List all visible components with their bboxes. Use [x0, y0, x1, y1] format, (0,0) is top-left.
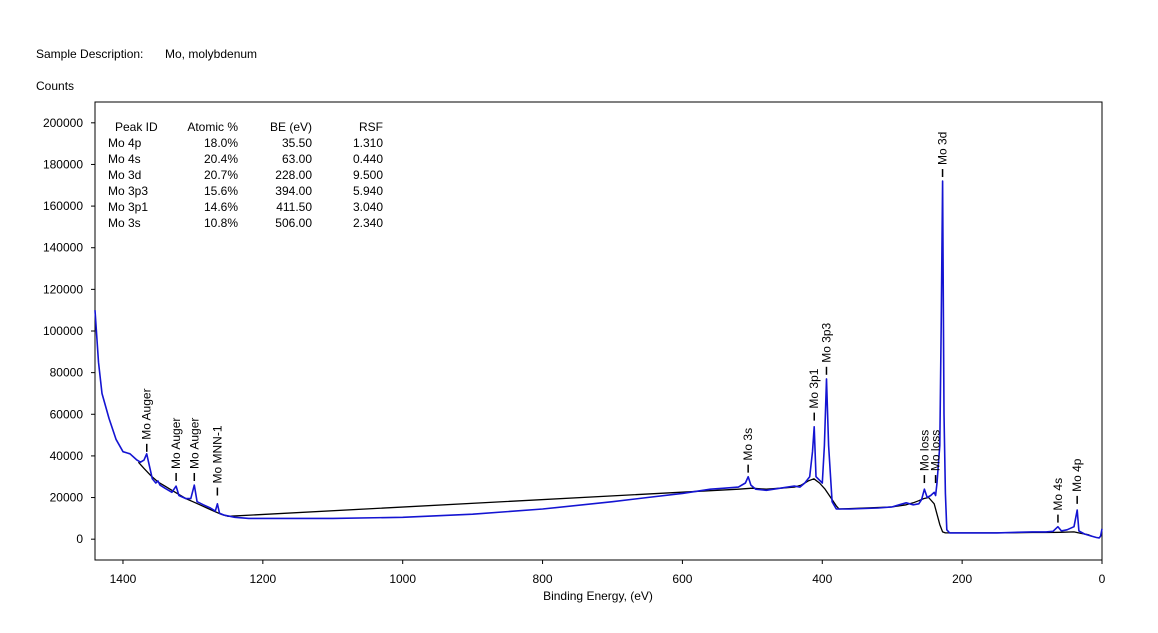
- table-header: Atomic %: [187, 120, 238, 134]
- y-tick-label: 160000: [43, 199, 83, 213]
- y-tick-label: 140000: [43, 241, 83, 255]
- peak-label: Mo Auger: [140, 388, 154, 439]
- table-cell: 10.8%: [204, 216, 238, 230]
- x-tick-label: 200: [952, 572, 972, 586]
- series-layer: [94, 180, 1103, 539]
- table-cell: 18.0%: [204, 136, 238, 150]
- table-cell: 20.7%: [204, 168, 238, 182]
- x-tick-label: 800: [533, 572, 553, 586]
- peak-table: Peak ID Atomic % BE (eV) RSF Mo 4p 18.0% 35.50…: [108, 120, 383, 230]
- spectrum-line: [94, 180, 1103, 539]
- y-axis-title: Counts: [36, 79, 75, 93]
- x-axis-title: Binding Energy, (eV): [543, 589, 653, 603]
- table-cell: 0.440: [353, 152, 383, 166]
- table-cell: Mo 3p3: [108, 184, 148, 198]
- y-tick-label: 20000: [50, 491, 84, 505]
- x-tick-label: 600: [672, 572, 692, 586]
- table-cell: 15.6%: [204, 184, 238, 198]
- table-cell: Mo 3d: [108, 168, 141, 182]
- peak-label: Mo loss: [917, 430, 931, 471]
- y-tick-label: 120000: [43, 282, 83, 296]
- table-cell: 9.500: [353, 168, 383, 182]
- table-cell: 14.6%: [204, 200, 238, 214]
- table-cell: 35.50: [282, 136, 312, 150]
- table-cell: 3.040: [353, 200, 383, 214]
- table-header: RSF: [359, 120, 383, 134]
- y-tick-label: 60000: [50, 407, 84, 421]
- table-cell: 1.310: [353, 136, 383, 150]
- peak-label: Mo 4s: [1051, 478, 1065, 511]
- x-tick-label: 1400: [110, 572, 137, 586]
- background-line: [137, 461, 1092, 537]
- y-tick-label: 0: [76, 532, 83, 546]
- table-header: Peak ID: [115, 120, 158, 134]
- y-tick-label: 200000: [43, 116, 83, 130]
- y-axis: 0 20000 40000 60000 80000 100000 120000 140000 1…: [43, 116, 95, 546]
- sample-description-label: Sample Description:: [36, 47, 144, 61]
- table-cell: Mo 3s: [108, 216, 141, 230]
- table-cell: Mo 3p1: [108, 200, 148, 214]
- x-tick-label: 1000: [389, 572, 416, 586]
- x-axis: 1400 1200 1000 800 600 400 200 0: [110, 560, 1106, 586]
- y-tick-label: 40000: [50, 449, 84, 463]
- peak-label: Mo loss: [929, 430, 943, 471]
- table-header: BE (eV): [270, 120, 312, 134]
- peak-label: Mo 4p: [1070, 458, 1084, 492]
- plot-frame: [94, 101, 1103, 561]
- peak-label: Mo Auger: [187, 418, 201, 469]
- x-tick-label: 0: [1099, 572, 1106, 586]
- peak-label: Mo MNN-1: [210, 425, 224, 483]
- table-cell: 2.340: [353, 216, 383, 230]
- peak-label: Mo 3p3: [820, 322, 834, 362]
- table-cell: 5.940: [353, 184, 383, 198]
- y-tick-label: 100000: [43, 324, 83, 338]
- table-cell: 411.50: [276, 200, 312, 214]
- x-tick-label: 400: [812, 572, 832, 586]
- table-cell: 506.00: [275, 216, 312, 230]
- y-tick-label: 80000: [50, 366, 84, 380]
- peak-label: Mo 3s: [741, 428, 755, 461]
- table-cell: 20.4%: [204, 152, 238, 166]
- table-cell: 228.00: [275, 168, 312, 182]
- peak-label: Mo Auger: [169, 418, 183, 469]
- peak-labels: Mo Auger Mo Auger Mo Auger Mo MNN-1 Mo 3s Mo …: [140, 132, 1084, 523]
- table-cell: 394.00: [275, 184, 312, 198]
- sample-description-value: Mo, molybdenum: [165, 47, 258, 61]
- table-cell: 63.00: [282, 152, 312, 166]
- y-tick-label: 180000: [43, 157, 83, 171]
- table-cell: Mo 4s: [108, 152, 141, 166]
- table-cell: Mo 4p: [108, 136, 142, 150]
- peak-label: Mo 3d: [936, 132, 950, 165]
- x-tick-label: 1200: [249, 572, 276, 586]
- peak-label: Mo 3p1: [807, 368, 821, 408]
